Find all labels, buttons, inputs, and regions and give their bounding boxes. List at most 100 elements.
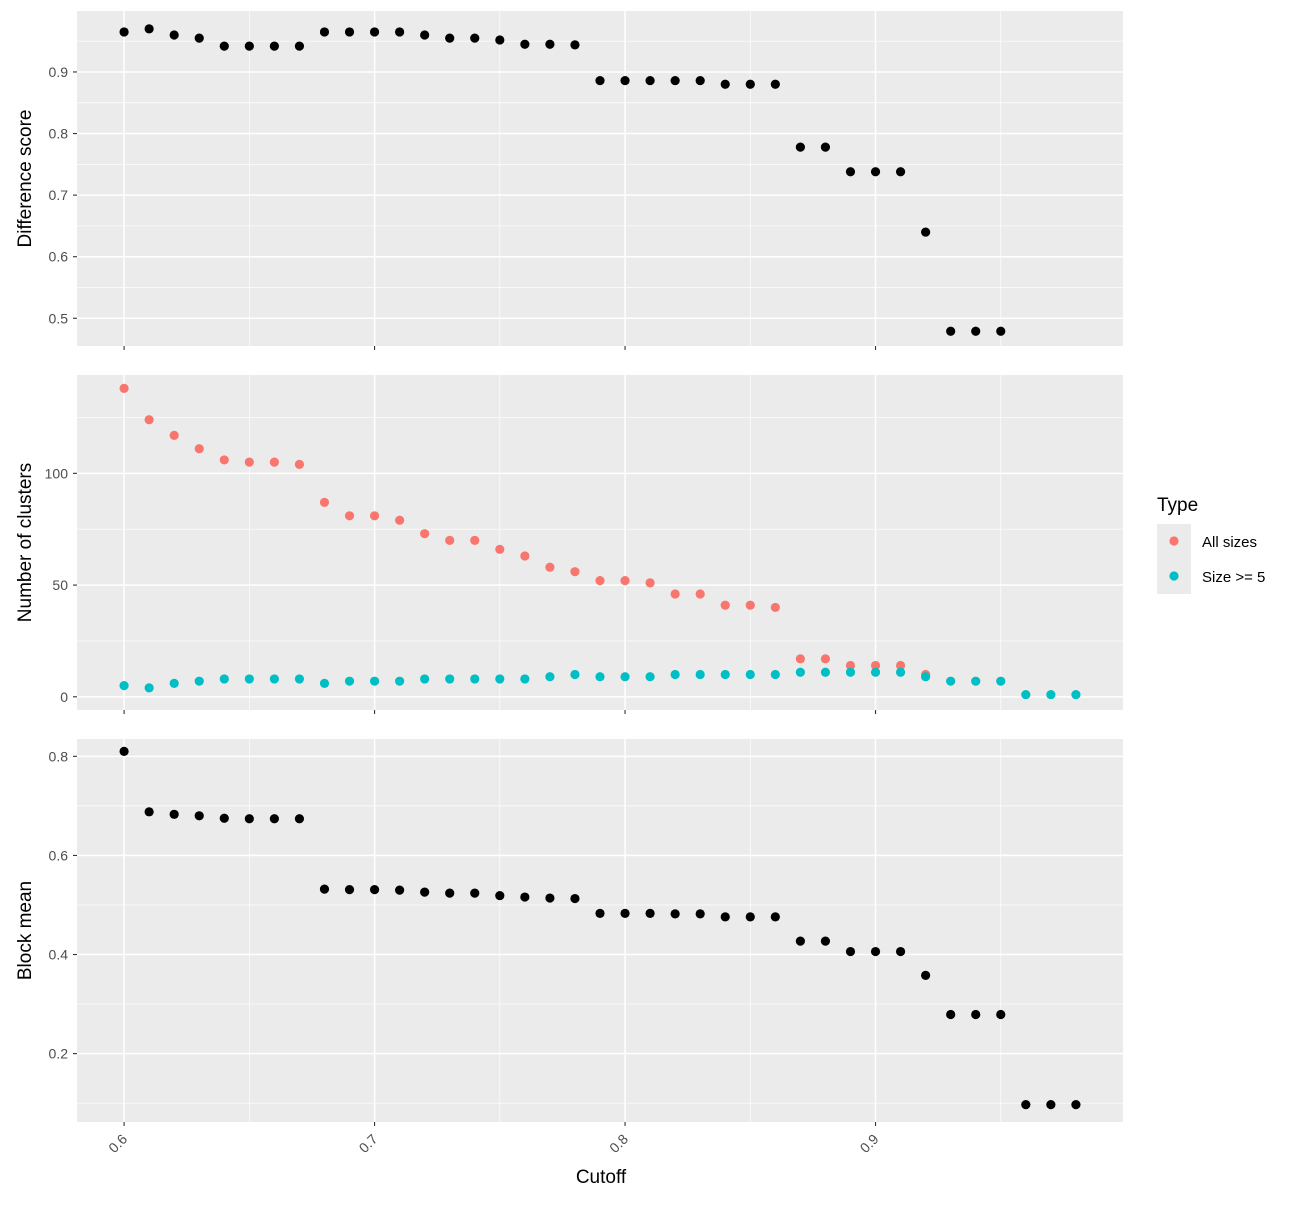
- data-point: [144, 807, 154, 817]
- data-point: [996, 326, 1006, 336]
- y-tick-label: 50: [52, 577, 68, 593]
- data-point: [820, 654, 831, 664]
- panel-number-of-clusters: 0 50 100 Number of clusters: [15, 375, 1123, 714]
- data-point: [495, 35, 505, 45]
- data-point: [545, 672, 555, 682]
- y-axis-title-difference-score: Difference score: [15, 110, 36, 248]
- data-point: [545, 562, 555, 572]
- data-point: [695, 589, 705, 599]
- panel-background: [77, 739, 1123, 1122]
- y-tick-label: 0.7: [49, 187, 69, 203]
- legend-key-all-sizes: [1169, 536, 1179, 546]
- data-point: [670, 589, 680, 599]
- data-point: [319, 497, 330, 507]
- data-point: [745, 600, 755, 610]
- data-point: [420, 30, 430, 40]
- data-point: [845, 660, 856, 671]
- data-point: [996, 1009, 1006, 1020]
- x-tick-label: 0.7: [356, 1131, 381, 1156]
- data-point: [595, 908, 605, 919]
- data-point: [570, 567, 580, 577]
- data-point: [269, 457, 279, 467]
- data-point: [244, 457, 254, 467]
- data-point: [895, 946, 906, 957]
- data-point: [1046, 1100, 1056, 1110]
- data-point: [946, 326, 956, 336]
- data-point: [895, 660, 906, 671]
- data-point: [645, 672, 655, 682]
- data-point: [645, 75, 655, 86]
- data-point: [244, 674, 254, 684]
- data-point: [720, 912, 730, 922]
- data-point: [795, 654, 805, 664]
- panel-background: [77, 375, 1123, 710]
- data-point: [895, 167, 906, 177]
- data-point: [720, 600, 730, 610]
- data-point: [219, 455, 229, 465]
- y-tick-label: 0.6: [49, 249, 69, 265]
- data-point: [470, 535, 480, 545]
- data-point: [420, 674, 430, 684]
- data-point: [921, 672, 931, 682]
- data-point: [870, 946, 881, 957]
- data-point: [119, 681, 129, 691]
- data-point: [445, 674, 455, 684]
- data-point: [219, 813, 229, 823]
- data-point: [344, 511, 355, 521]
- data-point: [294, 814, 305, 824]
- data-point: [946, 1009, 956, 1020]
- data-point: [670, 75, 680, 86]
- data-point: [595, 75, 605, 86]
- data-point: [495, 890, 505, 901]
- data-point: [845, 167, 856, 177]
- data-point: [745, 912, 755, 922]
- data-point: [820, 142, 831, 152]
- data-point: [470, 33, 480, 43]
- data-point: [369, 885, 380, 895]
- data-point: [219, 674, 229, 684]
- legend-label-size-5: Size >= 5: [1202, 569, 1265, 586]
- data-point: [545, 893, 555, 903]
- y-tick-label: 0.9: [49, 64, 69, 80]
- data-point: [570, 669, 580, 680]
- data-point: [695, 75, 705, 86]
- y-tick-label: 0.2: [49, 1046, 69, 1062]
- data-point: [770, 79, 780, 89]
- data-point: [695, 909, 705, 919]
- data-point: [620, 576, 630, 586]
- panels-layer: 0.5 0.6 0.7 0.8 0.9 Difference score 0 50 100 Num…: [15, 11, 1123, 1156]
- data-point: [470, 674, 480, 684]
- x-tick-label: 0.8: [606, 1131, 631, 1156]
- data-point: [294, 674, 305, 684]
- data-point: [670, 669, 680, 680]
- legend-key-size-5: [1169, 571, 1179, 581]
- panel-block-mean: 0.2 0.4 0.6 0.8 0.6 0.7 0.8 0.9 Block mean: [15, 739, 1123, 1156]
- data-point: [319, 678, 330, 689]
- data-point: [244, 41, 254, 51]
- data-point: [595, 672, 605, 682]
- data-point: [194, 444, 204, 454]
- data-point: [144, 415, 154, 425]
- data-point: [870, 660, 881, 671]
- legend-title: Type: [1157, 495, 1198, 516]
- data-point: [770, 912, 780, 922]
- data-point: [445, 888, 455, 898]
- data-point: [194, 811, 204, 821]
- data-point: [520, 39, 530, 49]
- data-point: [420, 529, 430, 539]
- data-point: [395, 515, 405, 525]
- data-point: [344, 27, 355, 37]
- data-point: [670, 909, 680, 919]
- data-point: [269, 674, 279, 684]
- data-point: [369, 676, 380, 686]
- data-point: [344, 885, 355, 895]
- data-point: [495, 674, 505, 684]
- data-point: [895, 667, 906, 677]
- y-tick-label: 0.8: [49, 748, 69, 764]
- x-tick-label: 0.6: [105, 1131, 130, 1156]
- data-point: [620, 908, 630, 919]
- y-axis-title-block-mean: Block mean: [15, 881, 36, 980]
- data-point: [570, 893, 580, 904]
- data-point: [294, 41, 305, 51]
